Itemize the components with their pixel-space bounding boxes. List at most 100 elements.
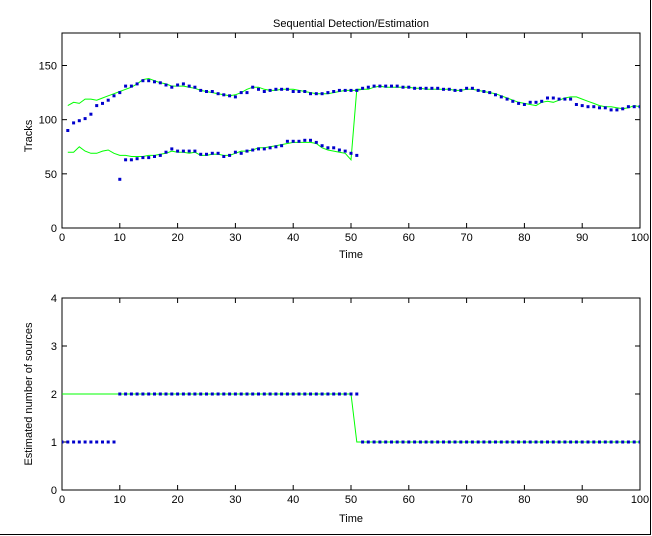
data-point — [442, 440, 445, 444]
data-point — [141, 79, 145, 83]
series-line — [67, 77, 640, 110]
data-point — [361, 440, 365, 444]
data-point — [424, 86, 428, 90]
data-point — [482, 440, 486, 444]
data-point — [505, 97, 509, 101]
data-point — [586, 440, 590, 444]
data-point — [563, 440, 567, 444]
data-point — [164, 392, 168, 396]
data-point — [164, 83, 168, 87]
data-point — [413, 440, 417, 444]
data-point — [135, 392, 139, 396]
data-point — [615, 440, 619, 444]
data-point — [193, 392, 197, 396]
data-point — [101, 101, 104, 105]
data-point — [262, 90, 266, 93]
x-tick-label: 10 — [114, 232, 126, 244]
data-point — [268, 146, 272, 150]
x-tick-label: 70 — [460, 232, 472, 244]
data-point — [268, 392, 272, 396]
data-point — [112, 94, 116, 98]
data-point — [494, 93, 497, 97]
data-point — [522, 103, 526, 106]
data-point — [222, 93, 226, 97]
data-point — [390, 440, 393, 444]
data-point — [465, 86, 469, 90]
data-point — [135, 157, 139, 161]
data-point — [563, 97, 567, 101]
chart-title: Sequential Detection/Estimation — [273, 18, 429, 30]
data-point — [216, 392, 220, 396]
data-point — [326, 91, 330, 95]
data-point — [598, 106, 601, 110]
y-tick-label: 100 — [39, 115, 57, 127]
data-point — [436, 86, 440, 90]
x-axis-label: Time — [339, 513, 363, 525]
data-point — [332, 90, 336, 93]
data-point — [638, 105, 640, 109]
y-tick-label: 1 — [51, 437, 57, 449]
data-point — [291, 139, 295, 143]
data-point — [176, 149, 180, 153]
data-point — [540, 99, 544, 103]
data-point — [366, 85, 370, 89]
data-point — [592, 440, 596, 444]
data-point — [540, 440, 544, 444]
data-point — [239, 151, 243, 155]
data-point — [401, 85, 405, 89]
data-point — [233, 95, 237, 99]
data-point — [557, 440, 561, 444]
data-point — [257, 147, 260, 151]
data-point — [528, 440, 532, 444]
data-point — [251, 85, 255, 89]
data-point — [499, 95, 503, 99]
data-point — [499, 440, 503, 444]
data-point — [459, 440, 463, 444]
data-point — [199, 88, 203, 92]
data-point — [210, 90, 214, 93]
data-point — [574, 103, 578, 106]
data-point — [430, 86, 434, 90]
data-point — [262, 147, 266, 151]
data-point — [511, 99, 515, 103]
data-point — [632, 440, 636, 444]
tracks-panel: Sequential Detection/Estimation Time Tra… — [23, 18, 649, 261]
data-point — [176, 83, 180, 87]
data-point — [326, 146, 330, 150]
data-point — [603, 106, 607, 110]
data-point — [118, 177, 122, 181]
data-point — [470, 86, 474, 90]
data-point — [470, 440, 474, 444]
data-point — [118, 392, 122, 396]
data-point — [83, 117, 87, 121]
data-point — [210, 392, 214, 396]
data-point — [274, 145, 278, 149]
y-tick-label: 50 — [45, 169, 57, 181]
data-point — [228, 153, 232, 157]
data-point — [251, 148, 255, 152]
data-point — [297, 392, 301, 396]
x-tick-label: 0 — [59, 232, 65, 244]
data-point — [337, 88, 341, 92]
data-point — [187, 149, 191, 153]
data-point — [257, 87, 260, 91]
data-point — [424, 440, 428, 444]
y-tick-label: 3 — [51, 341, 57, 353]
data-point — [378, 440, 382, 444]
data-point — [505, 440, 509, 444]
data-point — [297, 139, 301, 143]
data-point — [280, 87, 284, 91]
data-point — [199, 152, 203, 156]
data-point — [598, 440, 601, 444]
data-point — [124, 392, 128, 396]
y-tick-label: 0 — [51, 485, 57, 497]
data-point — [632, 105, 636, 109]
x-tick-label: 60 — [403, 232, 415, 244]
data-point — [141, 392, 145, 396]
data-point — [638, 440, 640, 444]
data-point — [153, 80, 156, 84]
data-point — [320, 92, 324, 96]
data-point — [349, 151, 353, 155]
data-point — [147, 392, 151, 396]
data-point — [72, 121, 76, 125]
